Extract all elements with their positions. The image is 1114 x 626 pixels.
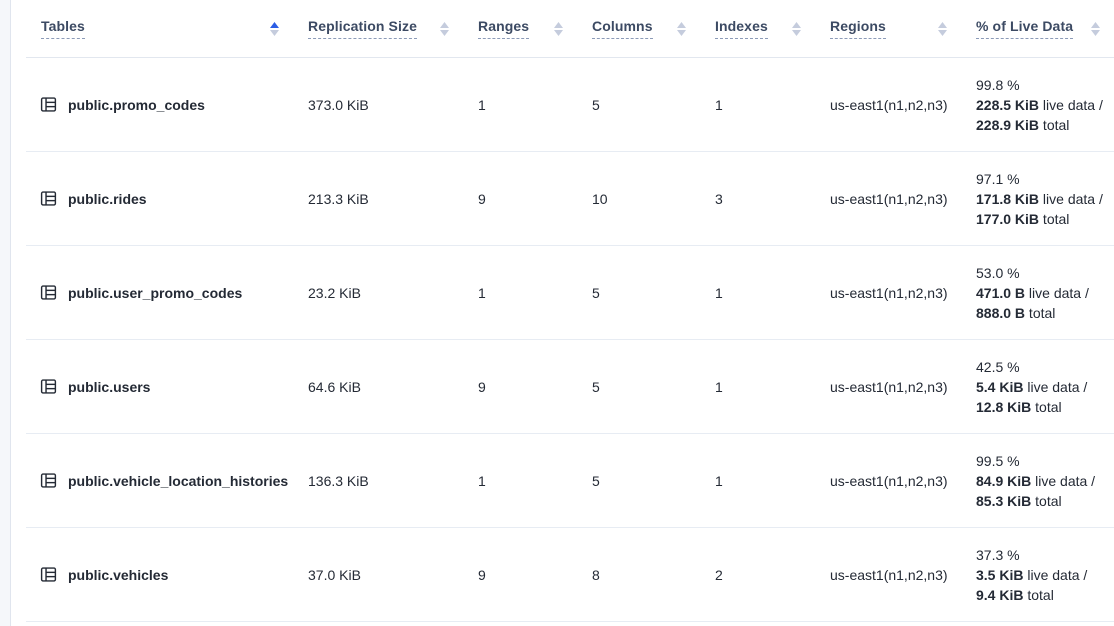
- regions-cell: us-east1(n1,n2,n3): [830, 472, 948, 489]
- columns-cell: 5: [592, 284, 600, 301]
- live-data-percent: 99.5 %: [976, 452, 1020, 469]
- table-name-link[interactable]: public.promo_codes: [68, 96, 205, 113]
- sort-icon: [440, 21, 449, 36]
- column-header-regions[interactable]: Regions: [815, 0, 961, 57]
- replication-size-cell: 64.6 KiB: [308, 378, 361, 395]
- live-data-total: 9.4 KiB total: [976, 586, 1054, 603]
- columns-cell: 5: [592, 96, 600, 113]
- live-data-cell: 37.3 % 3.5 KiB live data / 9.4 KiB total: [961, 545, 1114, 605]
- table-icon: [39, 95, 58, 114]
- columns-cell: 8: [592, 566, 600, 583]
- table-row[interactable]: public.vehicles 37.0 KiB 9 8 2 us-east1(…: [26, 528, 1114, 622]
- live-data-percent: 99.8 %: [976, 76, 1020, 93]
- column-header-label: Tables: [41, 18, 85, 39]
- table-row[interactable]: public.promo_codes 373.0 KiB 1 5 1 us-ea…: [26, 58, 1114, 152]
- table-row[interactable]: public.rides 213.3 KiB 9 10 3 us-east1(n…: [26, 152, 1114, 246]
- column-header-replication-size[interactable]: Replication Size: [293, 0, 463, 57]
- indexes-cell: 1: [715, 378, 723, 395]
- live-data-size: 471.0 B live data /: [976, 284, 1089, 301]
- live-data-size: 3.5 KiB live data /: [976, 566, 1088, 583]
- table-row[interactable]: public.user_promo_codes 23.2 KiB 1 5 1 u…: [26, 246, 1114, 340]
- regions-cell: us-east1(n1,n2,n3): [830, 284, 948, 301]
- sort-icon: [792, 21, 801, 36]
- ranges-cell: 1: [478, 284, 486, 301]
- live-data-percent: 37.3 %: [976, 546, 1020, 563]
- indexes-cell: 1: [715, 284, 723, 301]
- columns-cell: 5: [592, 378, 600, 395]
- ranges-cell: 1: [478, 96, 486, 113]
- table-row[interactable]: public.users 64.6 KiB 9 5 1 us-east1(n1,…: [26, 340, 1114, 434]
- replication-size-cell: 373.0 KiB: [308, 96, 369, 113]
- column-header-indexes[interactable]: Indexes: [700, 0, 815, 57]
- live-data-cell: 99.8 % 228.5 KiB live data / 228.9 KiB t…: [961, 75, 1114, 135]
- ranges-cell: 9: [478, 566, 486, 583]
- tables-list-table: Tables Replication Size Ranges Columns I…: [26, 0, 1114, 622]
- table-name-link[interactable]: public.user_promo_codes: [68, 284, 243, 301]
- replication-size-cell: 213.3 KiB: [308, 190, 369, 207]
- live-data-percent: 97.1 %: [976, 170, 1020, 187]
- sort-icon: [554, 21, 563, 36]
- column-header-columns[interactable]: Columns: [577, 0, 700, 57]
- columns-cell: 10: [592, 190, 608, 207]
- live-data-size: 228.5 KiB live data /: [976, 96, 1103, 113]
- regions-cell: us-east1(n1,n2,n3): [830, 378, 948, 395]
- regions-cell: us-east1(n1,n2,n3): [830, 190, 948, 207]
- indexes-cell: 1: [715, 96, 723, 113]
- table-name-link[interactable]: public.users: [68, 378, 151, 395]
- sort-icon: [270, 21, 279, 36]
- live-data-cell: 97.1 % 171.8 KiB live data / 177.0 KiB t…: [961, 169, 1114, 229]
- indexes-cell: 1: [715, 472, 723, 489]
- replication-size-cell: 136.3 KiB: [308, 472, 369, 489]
- table-name-link[interactable]: public.vehicle_location_histories: [68, 472, 289, 489]
- column-header-ranges[interactable]: Ranges: [463, 0, 577, 57]
- regions-cell: us-east1(n1,n2,n3): [830, 96, 948, 113]
- ranges-cell: 9: [478, 378, 486, 395]
- sort-icon: [677, 21, 686, 36]
- indexes-cell: 2: [715, 566, 723, 583]
- column-header-label: Replication Size: [308, 18, 417, 39]
- ranges-cell: 1: [478, 472, 486, 489]
- sort-icon: [1091, 21, 1100, 36]
- live-data-cell: 99.5 % 84.9 KiB live data / 85.3 KiB tot…: [961, 451, 1114, 511]
- live-data-total: 228.9 KiB total: [976, 116, 1070, 133]
- indexes-cell: 3: [715, 190, 723, 207]
- table-icon: [39, 283, 58, 302]
- columns-cell: 5: [592, 472, 600, 489]
- sort-icon: [938, 21, 947, 36]
- live-data-cell: 42.5 % 5.4 KiB live data / 12.8 KiB tota…: [961, 357, 1114, 417]
- column-header-label: Columns: [592, 18, 653, 39]
- table-icon: [39, 377, 58, 396]
- table-name-link[interactable]: public.vehicles: [68, 566, 169, 583]
- replication-size-cell: 23.2 KiB: [308, 284, 361, 301]
- table-body: public.promo_codes 373.0 KiB 1 5 1 us-ea…: [26, 58, 1114, 622]
- live-data-total: 177.0 KiB total: [976, 210, 1070, 227]
- regions-cell: us-east1(n1,n2,n3): [830, 566, 948, 583]
- table-name-link[interactable]: public.rides: [68, 190, 147, 207]
- column-header-tables[interactable]: Tables: [26, 0, 293, 57]
- ranges-cell: 9: [478, 190, 486, 207]
- live-data-percent: 42.5 %: [976, 358, 1020, 375]
- column-header-live-data[interactable]: % of Live Data: [961, 0, 1114, 57]
- table-header: Tables Replication Size Ranges Columns I…: [26, 0, 1114, 58]
- live-data-total: 12.8 KiB total: [976, 398, 1062, 415]
- table-icon: [39, 471, 58, 490]
- column-header-label: % of Live Data: [976, 18, 1074, 39]
- table-icon: [39, 189, 58, 208]
- live-data-size: 5.4 KiB live data /: [976, 378, 1088, 395]
- column-header-label: Ranges: [478, 18, 530, 39]
- live-data-total: 888.0 B total: [976, 304, 1056, 321]
- live-data-size: 84.9 KiB live data /: [976, 472, 1096, 489]
- live-data-percent: 53.0 %: [976, 264, 1020, 281]
- live-data-size: 171.8 KiB live data /: [976, 190, 1103, 207]
- column-header-label: Regions: [830, 18, 886, 39]
- live-data-total: 85.3 KiB total: [976, 492, 1062, 509]
- table-icon: [39, 565, 58, 584]
- tables-panel: Tables Replication Size Ranges Columns I…: [10, 0, 1114, 626]
- column-header-label: Indexes: [715, 18, 768, 39]
- replication-size-cell: 37.0 KiB: [308, 566, 361, 583]
- table-row[interactable]: public.vehicle_location_histories 136.3 …: [26, 434, 1114, 528]
- live-data-cell: 53.0 % 471.0 B live data / 888.0 B total: [961, 263, 1114, 323]
